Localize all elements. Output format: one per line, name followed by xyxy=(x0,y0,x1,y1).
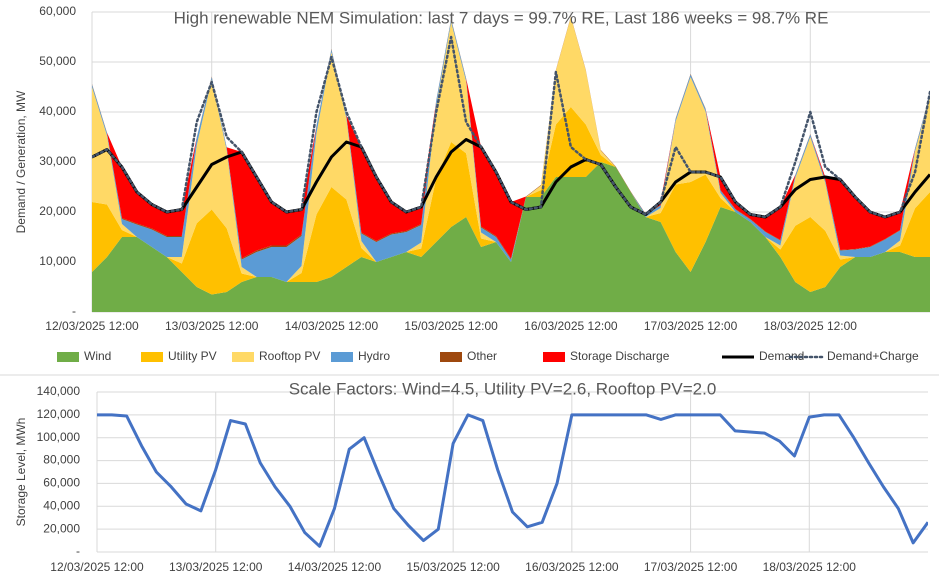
x-tick-label: 15/03/2025 12:00 xyxy=(404,319,498,333)
x-tick-label: 18/03/2025 12:00 xyxy=(763,560,857,574)
legend-label: Hydro xyxy=(358,349,390,363)
area-wind xyxy=(92,162,930,312)
legend-swatch xyxy=(141,352,163,362)
legend-swatch xyxy=(440,352,462,362)
legend-label: Other xyxy=(467,349,497,363)
legend-label: Utility PV xyxy=(168,349,217,363)
x-tick-label: 13/03/2025 12:00 xyxy=(169,560,263,574)
area-storage-discharge xyxy=(92,16,930,259)
y-tick-label: 60,000 xyxy=(43,476,80,490)
y-tick-label: 40,000 xyxy=(39,104,76,118)
legend-label: Wind xyxy=(84,349,111,363)
line xyxy=(97,413,928,548)
chart-title: Scale Factors: Wind=4.5, Utility PV=2.6,… xyxy=(289,379,717,398)
legend-label: Rooftop PV xyxy=(259,349,320,363)
plot xyxy=(97,413,928,548)
x-tick-label: 18/03/2025 12:00 xyxy=(764,319,858,333)
x-tick-label: 12/03/2025 12:00 xyxy=(50,560,144,574)
x-tick-label: 17/03/2025 12:00 xyxy=(644,319,738,333)
legend-swatch xyxy=(543,352,565,362)
x-tick-label: 17/03/2025 12:00 xyxy=(644,560,738,574)
y-tick-label: 40,000 xyxy=(43,498,80,512)
area-hydro xyxy=(92,17,930,282)
y-tick-label: - xyxy=(72,304,76,318)
y-tick-label: 10,000 xyxy=(39,254,76,268)
legend-label: Demand xyxy=(759,349,804,363)
y-tick-label: 20,000 xyxy=(39,204,76,218)
legend-swatch xyxy=(331,352,353,362)
legend-swatch xyxy=(232,352,254,362)
y-tick-label: 100,000 xyxy=(37,430,81,444)
legend-swatch xyxy=(57,352,79,362)
y-axis-label: Demand / Generation, MW xyxy=(14,90,28,233)
y-tick-label: 80,000 xyxy=(43,453,80,467)
x-tick-label: 14/03/2025 12:00 xyxy=(288,560,382,574)
chart-title: High renewable NEM Simulation: last 7 da… xyxy=(174,8,829,27)
y-tick-label: 20,000 xyxy=(43,521,80,535)
x-tick-label: 12/03/2025 12:00 xyxy=(45,319,139,333)
plot xyxy=(92,16,930,312)
x-tick-label: 16/03/2025 12:00 xyxy=(525,560,619,574)
y-tick-label: 50,000 xyxy=(39,54,76,68)
x-tick-label: 16/03/2025 12:00 xyxy=(524,319,618,333)
x-tick-label: 14/03/2025 12:00 xyxy=(285,319,379,333)
y-tick-label: - xyxy=(76,544,80,558)
y-tick-label: 120,000 xyxy=(37,407,81,421)
line-demand-charge xyxy=(92,35,930,219)
x-tick-label: 15/03/2025 12:00 xyxy=(406,560,500,574)
y-tick-label: 30,000 xyxy=(39,154,76,168)
legend-label: Demand+Charge xyxy=(827,349,919,363)
y-tick-label: 140,000 xyxy=(37,384,81,398)
x-tick-label: 13/03/2025 12:00 xyxy=(165,319,259,333)
y-tick-label: 60,000 xyxy=(39,4,76,18)
y-axis-label: Storage Level, MWh xyxy=(14,418,28,527)
legend-label: Storage Discharge xyxy=(570,349,670,363)
